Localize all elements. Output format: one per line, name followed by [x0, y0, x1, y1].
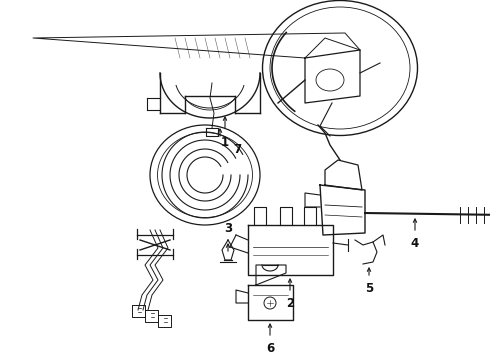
- Text: 1: 1: [221, 136, 229, 149]
- Text: 4: 4: [411, 237, 419, 250]
- Text: 2: 2: [286, 297, 294, 310]
- Text: 6: 6: [266, 342, 274, 355]
- Text: 5: 5: [365, 282, 373, 295]
- Text: 3: 3: [224, 222, 232, 235]
- Text: 7: 7: [233, 143, 241, 156]
